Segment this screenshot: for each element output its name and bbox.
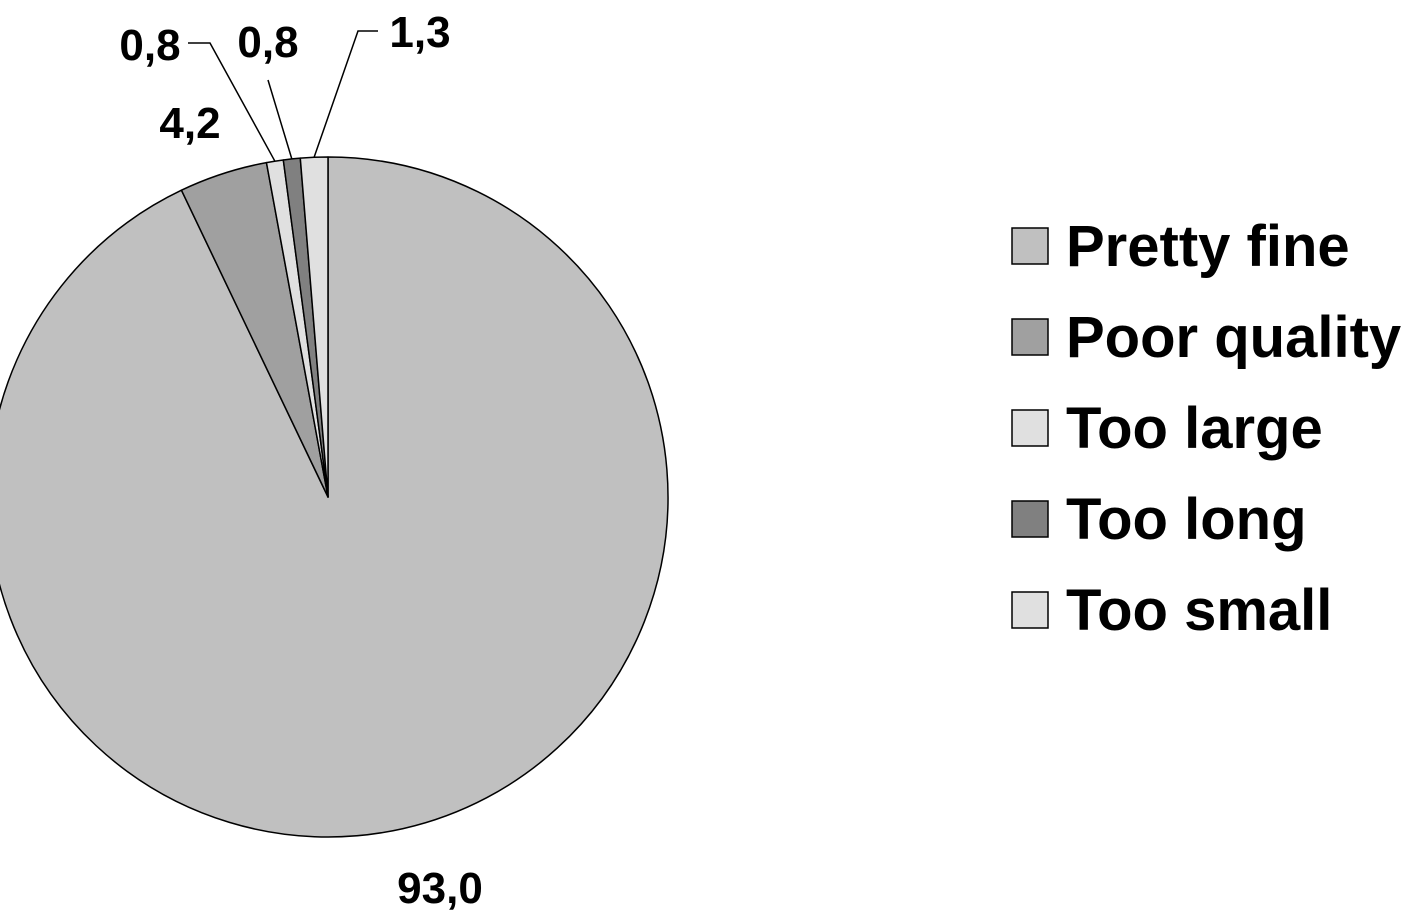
legend-swatch-poor-quality [1011,318,1049,356]
leader-line-too-small [313,30,378,158]
leader-lines [188,30,378,162]
legend-swatch-pretty-fine [1011,227,1049,265]
legend: Pretty fine Poor quality Too large Too long… [1011,214,1401,643]
pie-slice-pretty-fine [0,156,669,838]
data-label-too-long: 0,8 [237,18,298,67]
leader-line-too-long [267,79,293,160]
data-label-too-large: 0,8 [119,21,180,70]
pie-slices [0,156,669,838]
data-labels: 93,0 4,2 0,8 0,8 1,3 [119,8,483,913]
legend-label-poor-quality: Poor quality [1066,305,1401,370]
data-label-pretty-fine: 93,0 [397,864,483,911]
legend-label-too-long: Too long [1066,487,1307,552]
legend-swatch-too-long [1011,500,1049,538]
legend-label-too-small: Too small [1066,578,1332,643]
data-label-too-small: 1,3 [389,8,450,57]
legend-swatch-too-large [1011,409,1049,447]
data-label-poor-quality: 4,2 [159,99,220,148]
leader-line-too-large [188,42,276,162]
legend-label-too-large: Too large [1066,396,1323,461]
legend-label-pretty-fine: Pretty fine [1066,214,1350,279]
legend-swatch-too-small [1011,591,1049,629]
